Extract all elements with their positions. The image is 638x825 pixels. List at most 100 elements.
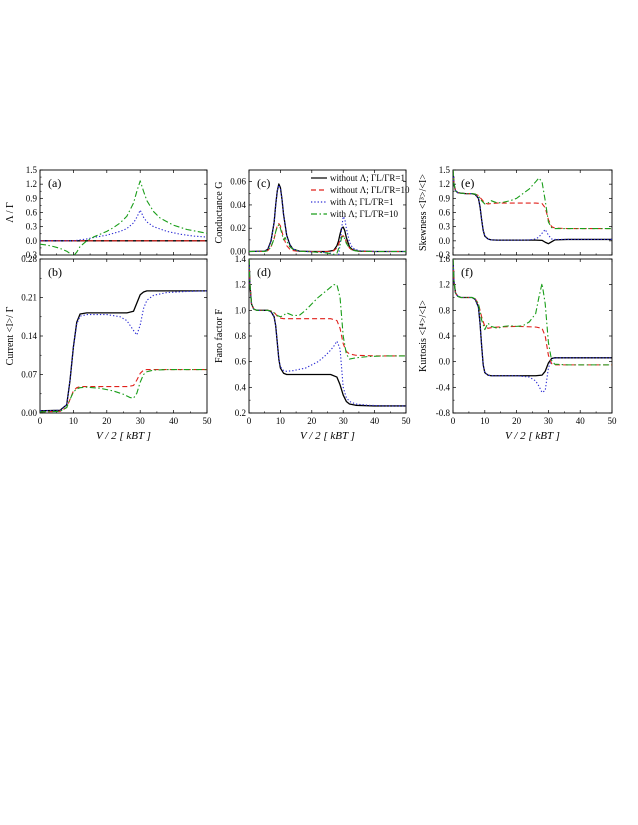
y-tick-label: -0.3 bbox=[436, 250, 451, 260]
series-line-3 bbox=[249, 259, 406, 407]
y-tick-label: 0.3 bbox=[439, 222, 451, 232]
x-tick-label: 30 bbox=[339, 416, 349, 426]
legend-entry-label: without Λ; ΓL/ΓR=1 bbox=[330, 173, 405, 183]
panel-label: (f) bbox=[461, 265, 473, 279]
y-tick-label: 0.6 bbox=[235, 357, 247, 367]
y-tick-label: 0.4 bbox=[439, 331, 451, 341]
y-tick-label: 1.2 bbox=[439, 179, 450, 189]
x-tick-label: 30 bbox=[136, 416, 146, 426]
panel-a-chart: -0.3 0.0 0.3 0.6 0.9 1.2 1.5 Λ / Γ (a) bbox=[5, 165, 208, 260]
y-axis-label: Skewness <I³>/<I> bbox=[418, 174, 429, 251]
series-line-4 bbox=[249, 224, 406, 255]
y-tick-label: 0.21 bbox=[21, 293, 37, 303]
y-tick-label: 0.3 bbox=[26, 222, 38, 232]
series-line-2 bbox=[453, 170, 612, 230]
series-line-4 bbox=[249, 259, 406, 360]
series-line-2 bbox=[249, 223, 406, 253]
y-tick-label: 1.2 bbox=[439, 280, 450, 290]
series-group bbox=[453, 259, 612, 394]
y-tick-label: 1.6 bbox=[439, 254, 451, 264]
plot-frame bbox=[248, 258, 407, 414]
series-group bbox=[40, 180, 207, 255]
y-tick-label: 0.4 bbox=[235, 382, 247, 392]
y-tick-label: 0.07 bbox=[21, 370, 37, 380]
y-tick-label: 0.04 bbox=[230, 200, 246, 210]
x-axis-label: V / 2 [ kBT ] bbox=[96, 430, 151, 442]
series-line-1 bbox=[453, 259, 612, 377]
y-tick-label: -0.3 bbox=[23, 250, 38, 260]
x-tick-label: 50 bbox=[203, 416, 213, 426]
x-tick-label: 50 bbox=[402, 416, 412, 426]
plot-frame bbox=[452, 169, 613, 256]
y-tick-label: 0.6 bbox=[439, 208, 451, 218]
y-axis-label: Conductance G bbox=[214, 182, 225, 244]
series-group bbox=[249, 259, 406, 407]
series-line-3 bbox=[453, 170, 612, 241]
x-tick-label: 0 bbox=[247, 416, 252, 426]
x-tick-label: 0 bbox=[38, 416, 43, 426]
panel-label: (d) bbox=[257, 265, 271, 279]
y-tick-label: 0.0 bbox=[439, 236, 451, 246]
series-line-3 bbox=[453, 259, 612, 394]
y-tick-label: -0.8 bbox=[436, 408, 451, 418]
legend-entry-label: without Λ; ΓL/ΓR=10 bbox=[330, 185, 410, 195]
y-axis-label: Λ / Γ bbox=[5, 202, 16, 223]
series-group bbox=[453, 170, 612, 245]
panel-f-chart: 0 10 20 30 40 50 -0.8 -0.4 0.0 0.4 0.8 1.2 1.6 Kurtos… bbox=[418, 254, 617, 442]
series-line-4 bbox=[453, 259, 612, 366]
series-line-2 bbox=[249, 259, 406, 357]
y-tick-label: 1.0 bbox=[235, 305, 247, 315]
panel-label: (e) bbox=[461, 176, 474, 190]
legend-entry-label: with Λ; ΓL/ΓR=1 bbox=[330, 197, 394, 207]
panel-b-chart: 0 10 20 30 40 50 0.00 0.07 0.14 0.21 0.28 Current <… bbox=[5, 254, 212, 442]
y-tick-label: 1.2 bbox=[235, 280, 246, 290]
x-axis-label: V / 2 [ kBT ] bbox=[300, 430, 355, 442]
x-tick-label: 40 bbox=[169, 416, 179, 426]
series-line-3 bbox=[40, 209, 207, 242]
x-tick-label: 10 bbox=[480, 416, 490, 426]
x-tick-label: 20 bbox=[512, 416, 522, 426]
series-group bbox=[40, 290, 207, 413]
x-tick-label: 20 bbox=[307, 416, 317, 426]
y-tick-label: 1.2 bbox=[26, 179, 37, 189]
series-line-2 bbox=[453, 259, 612, 366]
panel-label: (c) bbox=[257, 176, 270, 190]
x-tick-label: 20 bbox=[102, 416, 112, 426]
x-tick-label: 30 bbox=[544, 416, 554, 426]
plot-frame bbox=[452, 258, 613, 414]
x-tick-label: 50 bbox=[608, 416, 618, 426]
y-tick-label: 0.14 bbox=[21, 331, 37, 341]
y-tick-label: 0.0 bbox=[439, 357, 451, 367]
y-axis-label: Current <I>/ Γ bbox=[5, 306, 16, 365]
y-tick-label: 0.06 bbox=[230, 177, 246, 187]
panel-label: (a) bbox=[48, 176, 61, 190]
plot-frame bbox=[39, 169, 208, 256]
y-tick-label: 0.00 bbox=[230, 247, 246, 257]
panel-e-chart: -0.3 0.0 0.3 0.6 0.9 1.2 1.5 Skewness <I³>/<I> (… bbox=[418, 165, 613, 260]
series-line-4 bbox=[453, 170, 612, 230]
y-axis-label: Fano factor F bbox=[214, 309, 225, 363]
series-line-4 bbox=[40, 180, 207, 255]
series-line-4 bbox=[40, 369, 207, 413]
y-tick-label: 0.6 bbox=[26, 208, 38, 218]
x-tick-label: 40 bbox=[370, 416, 380, 426]
y-axis-label: Kurtosis <I⁴>/<I> bbox=[418, 300, 429, 372]
plot-frame bbox=[39, 258, 208, 414]
y-tick-label: 1.5 bbox=[26, 165, 38, 175]
panel-c-chart: 0.00 0.02 0.04 0.06 Conductance G (c) without … bbox=[214, 169, 410, 257]
series-group bbox=[249, 183, 406, 255]
y-tick-label: 0.9 bbox=[26, 193, 38, 203]
panel-d-chart: 0 10 20 30 40 50 0.2 0.4 0.6 0.8 1.0 1.2 1.4 Fano fac… bbox=[214, 254, 411, 442]
x-tick-label: 10 bbox=[69, 416, 79, 426]
y-tick-label: 0.02 bbox=[230, 223, 246, 233]
legend-entry-label: with Λ; ΓL/ΓR=10 bbox=[330, 209, 399, 219]
y-tick-label: 0.2 bbox=[235, 408, 246, 418]
series-line-1 bbox=[249, 259, 406, 407]
panel-label: (b) bbox=[48, 265, 62, 279]
series-line-3 bbox=[40, 290, 207, 412]
y-tick-label: 0.0 bbox=[26, 236, 38, 246]
x-axis-label: V / 2 [ kBT ] bbox=[505, 430, 560, 442]
y-tick-label: 0.8 bbox=[235, 331, 247, 341]
x-tick-label: 10 bbox=[276, 416, 286, 426]
